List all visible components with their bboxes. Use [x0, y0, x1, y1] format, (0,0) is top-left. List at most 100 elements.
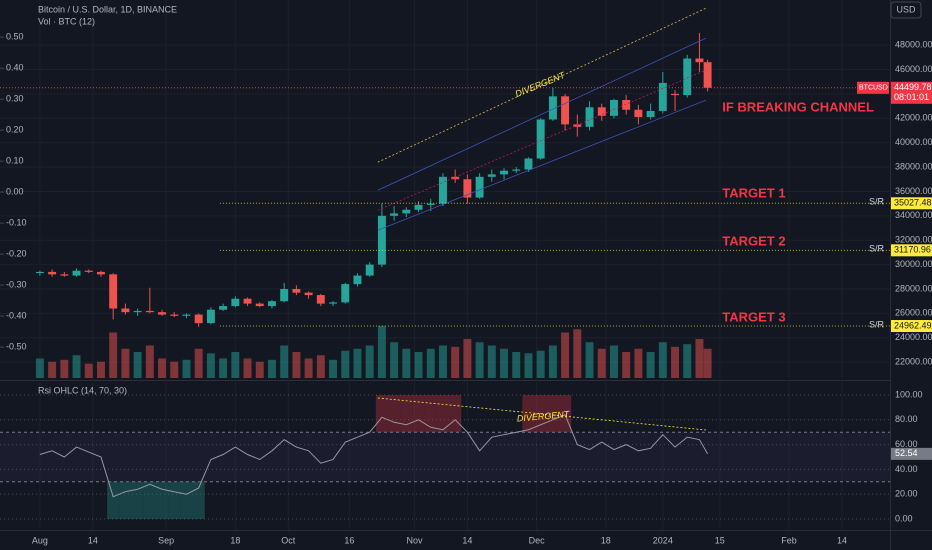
rsi-zone	[180, 481, 193, 519]
volume-bar	[463, 339, 472, 378]
rsi-tick-label: 100.00	[895, 389, 923, 399]
candle-body	[158, 312, 167, 315]
candle-body	[280, 288, 289, 302]
volume-bar	[219, 358, 228, 378]
rsi-line	[39, 414, 709, 498]
volume-bar	[561, 332, 570, 378]
rsi-zone	[375, 395, 389, 433]
candle-body	[609, 99, 618, 116]
volume-bar	[658, 342, 667, 378]
y2-tick-label: 0.40	[6, 63, 24, 73]
candle-body	[658, 82, 667, 111]
volume-bar	[703, 348, 712, 378]
candle-body	[487, 174, 496, 177]
sr-box	[891, 244, 932, 257]
candle-body	[170, 314, 179, 316]
candle-body	[683, 58, 692, 96]
y-tick-label: 36000.00	[895, 186, 932, 196]
candle-body	[329, 302, 338, 304]
rsi-zone	[119, 481, 132, 519]
candle-body	[695, 58, 704, 63]
rsi-zone	[388, 395, 401, 433]
candle-body	[414, 204, 423, 210]
volume-bar	[536, 350, 545, 378]
rsi-zone	[168, 481, 181, 519]
y2-tick-label: 0.10	[6, 155, 24, 165]
x-tick-label: 18	[230, 535, 240, 545]
channel-line	[377, 69, 707, 211]
candle-body	[341, 284, 350, 303]
y2-tick-label: -0.30	[6, 279, 27, 289]
volume-bar	[304, 358, 313, 378]
x-tick-label: Feb	[781, 535, 797, 545]
volume-bar	[622, 352, 631, 378]
volume-bar	[292, 352, 301, 378]
candle-body	[451, 176, 460, 180]
candle-body	[60, 274, 69, 276]
candle-body	[463, 179, 472, 198]
y2-tick-label: 0.30	[6, 94, 24, 104]
volume-bar	[194, 348, 203, 378]
sr-box	[891, 197, 932, 210]
candle-body	[548, 96, 557, 120]
y-tick-label: 42000.00	[895, 113, 932, 123]
rsi-tick-label: 40.00	[895, 464, 918, 474]
volume-bar	[60, 359, 69, 378]
y-tick-label: 34000.00	[895, 210, 932, 220]
y-tick-label: 26000.00	[895, 308, 932, 318]
candle-body	[97, 271, 105, 275]
volume-bar	[500, 348, 509, 378]
candle-body	[243, 298, 252, 304]
candle-body	[194, 314, 203, 324]
x-tick-label: Oct	[281, 535, 296, 545]
rsi-zone	[534, 395, 547, 433]
rsi-last-box	[891, 447, 932, 460]
candle-body	[255, 303, 264, 307]
symbol-box	[857, 81, 889, 94]
volume-bar	[426, 348, 435, 378]
volume-bar	[524, 353, 533, 378]
annotation: TARGET 2	[722, 234, 785, 249]
rsi-zone	[424, 395, 437, 433]
x-tick-label: 2024	[653, 535, 673, 545]
volume-bar	[35, 358, 44, 378]
volume-bar	[182, 359, 191, 378]
candle-body	[597, 107, 606, 116]
rsi-divergence-label: DIVERGENT	[516, 409, 571, 424]
candle-body	[585, 107, 594, 127]
candle-body	[109, 274, 118, 309]
candle-body	[536, 119, 545, 159]
volume-bar	[84, 363, 93, 378]
volume-bar	[377, 326, 386, 378]
x-tick-label: Dec	[529, 535, 546, 545]
y-tick-label: 46000.00	[895, 64, 932, 74]
rsi-tick-label: 80.00	[895, 414, 918, 424]
rsi-zone	[449, 395, 462, 433]
candle-body	[622, 99, 631, 110]
x-tick-label: 14	[462, 535, 472, 545]
candle-body	[219, 306, 228, 310]
candle-body	[671, 93, 680, 96]
volume-bar	[548, 345, 557, 378]
volume-bar	[438, 345, 447, 378]
candle-body	[304, 292, 313, 296]
sr-label: 35027.48	[894, 198, 932, 208]
volume-label: Vol · BTC (12)	[38, 16, 95, 26]
volume-bar	[671, 346, 680, 378]
y-tick-label: 30000.00	[895, 259, 932, 269]
candle-body	[524, 158, 533, 170]
volume-bar	[451, 346, 460, 378]
rsi-tick-label: 0.00	[895, 513, 913, 523]
volume-bar	[365, 345, 374, 378]
volume-bar	[609, 345, 618, 378]
volume-bar	[97, 361, 105, 378]
currency: USD	[896, 4, 916, 14]
candle-body	[500, 170, 509, 175]
candle-body	[231, 298, 240, 307]
volume-bar	[231, 352, 240, 378]
sr-label: 24962.49	[894, 320, 932, 330]
sr-tag: S/R	[869, 197, 885, 207]
y-tick-label: 22000.00	[895, 357, 932, 367]
volume-bar	[402, 348, 411, 378]
